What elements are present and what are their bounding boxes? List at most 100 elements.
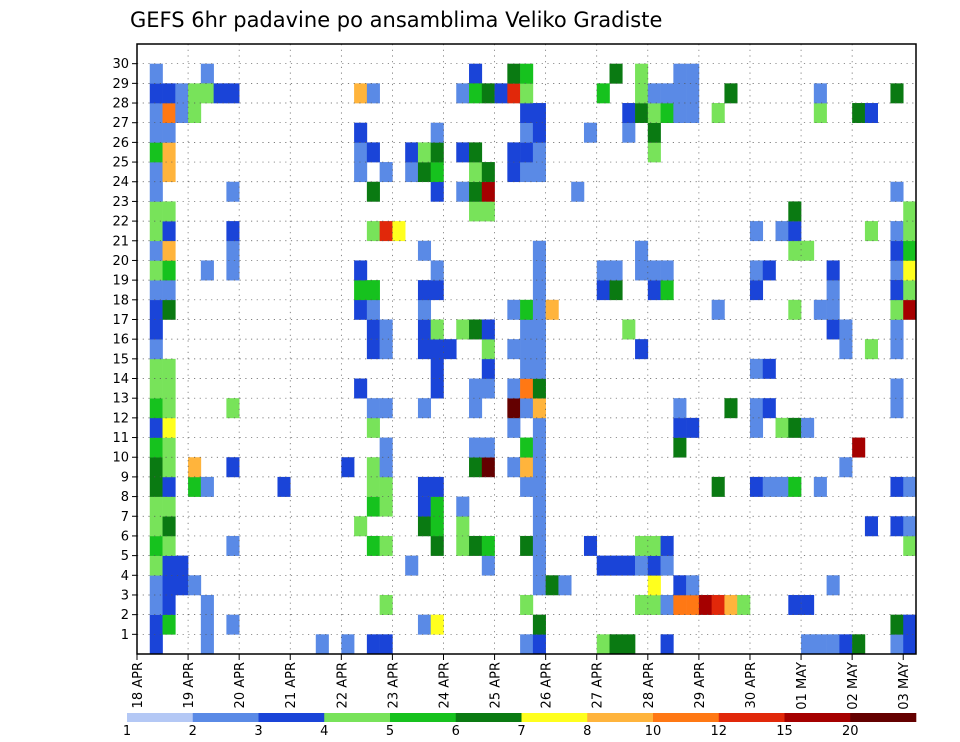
heatmap-cell: [532, 103, 546, 124]
heatmap-cell: [890, 516, 904, 537]
x-tick-label: 20 APR: [233, 662, 248, 708]
heatmap-cell: [890, 319, 904, 340]
heatmap-cell: [622, 103, 636, 124]
heatmap-cell: [890, 181, 904, 202]
heatmap-cell: [379, 535, 393, 556]
heatmap-cell: [379, 437, 393, 458]
heatmap-cell: [635, 103, 649, 124]
heatmap-cell: [162, 555, 176, 576]
heatmap-cell: [673, 63, 687, 84]
heatmap-cell: [686, 594, 700, 615]
heatmap-cell: [507, 63, 521, 84]
heatmap-cell: [430, 319, 444, 340]
heatmap-cell: [162, 142, 176, 163]
heatmap-cell: [852, 103, 866, 124]
heatmap-cell: [200, 63, 214, 84]
heatmap-cell: [213, 83, 227, 104]
chart-title: GEFS 6hr padavine po ansamblima Veliko G…: [130, 8, 662, 32]
heatmap-cell: [660, 555, 674, 576]
heatmap-cell: [813, 476, 827, 497]
heatmap-cell: [749, 358, 764, 379]
heatmap-cell: [162, 83, 176, 104]
heatmap-cell: [749, 221, 764, 242]
heatmap-cell: [417, 299, 432, 320]
y-tick-label: 15: [112, 352, 129, 367]
heatmap-cell: [430, 476, 444, 497]
heatmap-cell: [532, 516, 546, 537]
x-axis: 18 APR 19 APR 20 APR 21 APR 22 APR 23 APR 24 A…: [131, 654, 912, 710]
heatmap-cell: [801, 240, 815, 261]
heatmap-cell: [149, 339, 163, 360]
heatmap-cell: [175, 83, 189, 104]
heatmap-cell: [366, 634, 380, 655]
heatmap-cell: [903, 240, 917, 261]
heatmap-cell: [149, 221, 163, 242]
heatmap-cell: [647, 83, 661, 104]
heatmap-cell: [813, 299, 827, 320]
heatmap-cell: [379, 221, 393, 242]
heatmap-cell: [532, 299, 546, 320]
heatmap-cell: [788, 240, 802, 261]
heatmap-cell: [660, 535, 674, 556]
heatmap-cell: [341, 457, 355, 478]
heatmap-cell: [520, 634, 534, 655]
heatmap-cell: [711, 594, 725, 615]
heatmap-cell: [149, 417, 163, 438]
heatmap-cell: [903, 299, 917, 320]
heatmap-cell: [379, 162, 393, 183]
heatmap-cell: [609, 63, 623, 84]
heatmap-cell: [379, 339, 393, 360]
heatmap-cell: [162, 358, 176, 379]
heatmap-cell: [890, 476, 904, 497]
heatmap-cell: [749, 260, 764, 281]
y-tick-label: 3: [121, 588, 129, 603]
heatmap-cell: [417, 398, 432, 419]
x-tick-label: 21 APR: [284, 662, 299, 708]
heatmap-cell: [162, 122, 176, 143]
heatmap-cell: [226, 83, 240, 104]
colorbar-label: 7: [517, 724, 525, 739]
heatmap-cell: [430, 378, 444, 399]
heatmap-cell: [520, 122, 534, 143]
heatmap-cell: [520, 319, 534, 340]
heatmap-cell: [749, 417, 764, 438]
heatmap-cell: [890, 221, 904, 242]
heatmap-cell: [890, 280, 904, 301]
heatmap-cell: [532, 555, 546, 576]
heatmap-cell: [366, 496, 380, 517]
heatmap-cell: [762, 358, 776, 379]
heatmap-cell: [673, 103, 687, 124]
heatmap-cell: [366, 319, 380, 340]
heatmap-cell: [532, 575, 546, 596]
heatmap-cell: [430, 280, 444, 301]
heatmap-cell: [149, 516, 163, 537]
heatmap-cell: [532, 437, 546, 458]
heatmap-cell: [660, 594, 674, 615]
heatmap-cell: [571, 181, 585, 202]
heatmap-cell: [162, 594, 176, 615]
colorbar-swatch: [390, 713, 457, 722]
heatmap-cell: [520, 398, 534, 419]
heatmap-cell: [532, 122, 546, 143]
heatmap-cell: [635, 83, 649, 104]
heatmap-cell: [903, 634, 917, 655]
heatmap-cell: [647, 575, 661, 596]
heatmap-cell: [405, 555, 419, 576]
heatmap-cell: [469, 162, 483, 183]
heatmap-cell: [149, 457, 163, 478]
colorbar-label: 5: [386, 724, 394, 739]
colorbar-label: 15: [776, 724, 793, 739]
heatmap-cell: [162, 614, 176, 635]
heatmap-cell: [788, 221, 802, 242]
heatmap-cell: [366, 221, 380, 242]
heatmap-cell: [188, 575, 202, 596]
heatmap-cell: [456, 516, 470, 537]
heatmap-cell: [162, 299, 176, 320]
colorbar-label: 3: [254, 724, 262, 739]
colorbar-swatch: [455, 713, 522, 722]
heatmap-cell: [673, 398, 687, 419]
heatmap-cell: [149, 83, 163, 104]
heatmap-cell: [162, 221, 176, 242]
heatmap-cell: [532, 476, 546, 497]
heatmap-cell: [354, 162, 368, 183]
